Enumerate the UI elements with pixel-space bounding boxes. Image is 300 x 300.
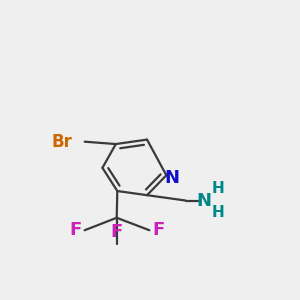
Text: H: H xyxy=(212,181,225,196)
Text: F: F xyxy=(69,221,82,239)
Text: H: H xyxy=(212,205,225,220)
Text: N: N xyxy=(196,191,211,209)
Text: N: N xyxy=(164,169,179,187)
Text: F: F xyxy=(152,221,165,239)
Text: Br: Br xyxy=(52,133,73,151)
Text: F: F xyxy=(111,223,123,241)
